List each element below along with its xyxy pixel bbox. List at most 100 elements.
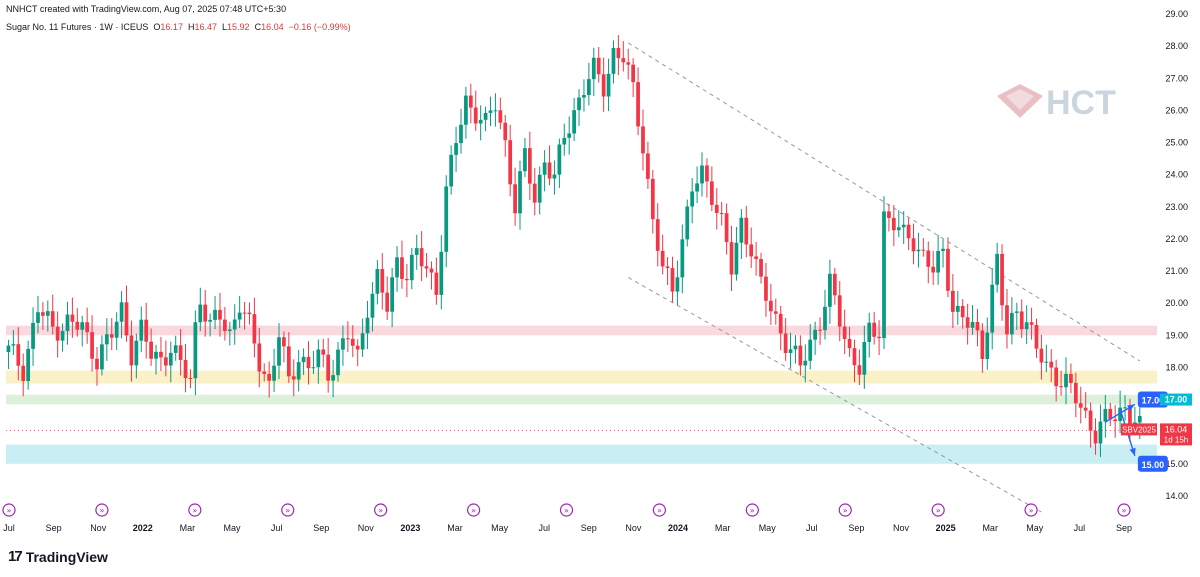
candle-body — [316, 349, 321, 368]
candle — [739, 208, 744, 260]
candle — [459, 108, 463, 154]
event-marker-glyph: » — [7, 506, 12, 515]
candle — [931, 250, 936, 285]
high-value: 16.47 — [194, 22, 217, 32]
candle-body — [537, 174, 542, 203]
price-tag — [1160, 423, 1192, 446]
candle — [370, 282, 375, 332]
candle — [1113, 405, 1118, 438]
candle-body — [823, 306, 827, 331]
candle — [537, 166, 542, 215]
candle-body — [887, 211, 891, 218]
candle — [729, 225, 734, 292]
candle-body — [100, 344, 104, 370]
candle-body — [1054, 367, 1059, 387]
candle — [26, 340, 31, 390]
pink-zone — [6, 325, 1157, 336]
candle-body — [286, 346, 291, 377]
candle — [218, 292, 222, 337]
candle-body — [778, 313, 783, 334]
candle-body — [847, 338, 852, 349]
price-tag-countdown: 1d 15h — [1164, 435, 1188, 444]
candle — [828, 259, 832, 324]
candle-body — [350, 338, 355, 346]
candle — [503, 114, 508, 157]
candle — [336, 342, 340, 382]
candle-body — [931, 266, 936, 273]
candle — [532, 168, 537, 216]
candle-body — [1088, 410, 1093, 431]
candle-body — [1118, 407, 1122, 422]
candle — [405, 264, 409, 298]
candle — [311, 350, 316, 375]
candle-body — [695, 183, 699, 192]
event-marker-circle — [2, 503, 16, 517]
candle-body — [636, 82, 640, 127]
y-tick-label: 22.00 — [1165, 234, 1188, 244]
candle-body — [1103, 408, 1108, 422]
candle — [946, 237, 950, 298]
candle — [232, 304, 237, 345]
candle-body — [341, 338, 345, 350]
tradingview-logo[interactable]: 17 TradingView — [8, 548, 108, 565]
candle-body — [1029, 322, 1034, 325]
candle — [518, 160, 522, 230]
event-marker-glyph: » — [1029, 506, 1034, 515]
candle — [631, 58, 636, 98]
candle-body — [960, 305, 965, 318]
candle — [1054, 359, 1059, 402]
candle-body — [203, 304, 208, 322]
event-marker-glyph: » — [564, 506, 569, 515]
candle — [449, 145, 454, 195]
x-tick-label: Jul — [3, 523, 15, 533]
event-marker-icon: » — [1024, 503, 1038, 517]
candle — [483, 106, 488, 132]
candle-body — [621, 58, 626, 63]
candle — [1000, 244, 1004, 321]
low-value: 15.92 — [227, 22, 250, 32]
candle — [655, 203, 660, 267]
price-tag-value: 16.04 — [1165, 424, 1188, 434]
x-tick-label: Sep — [581, 523, 597, 533]
candle — [454, 126, 458, 172]
event-marker-icon: » — [466, 503, 481, 517]
level-tag-label: 17.00 — [1165, 395, 1188, 405]
candle — [1123, 395, 1127, 421]
candle-body — [370, 293, 375, 318]
candle-body — [262, 371, 267, 374]
candle-body — [468, 95, 473, 108]
event-marker-circle — [374, 503, 388, 517]
y-tick-label: 19.00 — [1165, 330, 1188, 340]
candle — [498, 97, 503, 130]
candle-body — [1005, 305, 1009, 335]
candle — [601, 57, 606, 112]
channel-lower — [627, 277, 1042, 513]
candle — [65, 301, 70, 345]
candle-body — [1000, 253, 1004, 306]
candle — [114, 312, 119, 350]
event-marker-circle — [745, 503, 759, 517]
event-marker-glyph: » — [657, 506, 662, 515]
candle-body — [754, 256, 758, 260]
candle — [296, 349, 301, 392]
candle — [1103, 394, 1108, 438]
candle — [400, 240, 404, 289]
event-marker-icon: » — [374, 503, 388, 517]
candle — [901, 211, 906, 245]
candle-body — [439, 251, 444, 295]
candle — [286, 332, 291, 384]
symbol-name[interactable]: Sugar No. 11 Futures · 1W · ICEUS — [6, 22, 149, 32]
candle — [36, 295, 40, 334]
candle — [301, 348, 306, 375]
event-marker-glyph: » — [936, 506, 941, 515]
x-tick-label: May — [1026, 523, 1044, 533]
candle — [464, 86, 468, 139]
candle — [355, 339, 360, 367]
candle — [636, 67, 640, 136]
candle — [1064, 357, 1068, 405]
candle-body — [936, 250, 940, 273]
candle — [129, 320, 134, 382]
candle-body — [409, 254, 414, 281]
event-marker-glyph: » — [99, 506, 104, 515]
